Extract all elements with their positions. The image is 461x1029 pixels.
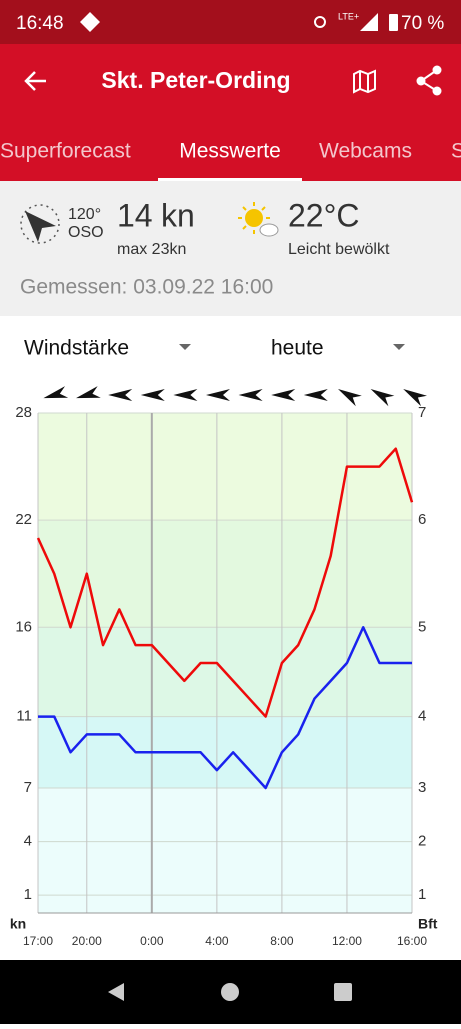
y2-tick-label: 7 [418,404,426,421]
dropdown-caret [179,344,191,350]
direction-degrees: 120° [68,206,101,223]
direction-name: OSO [68,224,104,241]
weather-icon [238,202,279,237]
x-tick-label: 8:00 [270,934,294,948]
direction-arrow [206,389,230,401]
back-button[interactable] [24,71,46,91]
y-axis-label: kn [10,916,26,932]
y2-tick-label: 4 [418,708,426,725]
app-title: Skt. Peter-Ording [101,67,290,93]
battery-level: 70 % [401,13,444,34]
y-tick-label: 16 [15,618,32,635]
x-tick-label: 12:00 [332,934,362,948]
y2-tick-label: 2 [418,833,426,850]
x-tick-label: 0:00 [140,934,164,948]
direction-arrow [370,389,395,407]
y2-tick-label: 3 [418,779,426,796]
direction-arrow [108,389,133,401]
series-line [38,626,412,790]
current-panel [0,181,461,316]
zone-band [38,717,412,788]
direction-arrow [338,389,362,407]
location-icon [314,16,326,28]
temperature: 22°C [288,197,360,233]
nav-recents[interactable] [334,983,352,1001]
measured-time: Gemessen: 03.09.22 16:00 [20,276,273,299]
x-tick-label: 4:00 [205,934,229,948]
y-tick-label: 4 [24,833,32,850]
map-button[interactable] [353,69,376,94]
direction-arrow [140,389,165,401]
period-select[interactable]: heute [271,337,324,360]
x-tick-label: 16:00 [397,934,427,948]
zone-band [38,521,412,628]
tab[interactable]: Webcams [319,140,412,163]
x-tick-label: 20:00 [72,934,102,948]
direction-arrow [43,386,69,399]
dropdown-caret [393,344,405,350]
nav-home[interactable] [221,983,239,1001]
series-line [36,447,414,718]
tab[interactable]: S [451,140,461,163]
nav-back[interactable] [108,983,124,1001]
status-icon [80,12,100,32]
y2-tick-label: 1 [418,886,426,903]
share-button[interactable] [416,65,442,96]
network-type: LTE+ [338,11,359,21]
y2-axis-label: Bft [418,916,438,932]
y-tick-label: 1 [24,886,32,903]
direction-arrow [303,389,328,401]
app-bar [0,44,461,181]
y2-tick-label: 6 [418,511,426,528]
tab[interactable]: Superforecast [0,140,131,163]
direction-arrow [76,386,101,399]
status-time: 16:48 [16,13,64,34]
signal-icon [360,13,378,31]
parameter-select[interactable]: Windstärke [24,337,129,360]
y-tick-label: 28 [15,404,32,421]
y2-tick-label: 5 [418,618,426,635]
x-tick-label: 17:00 [23,934,53,948]
tab-indicator [158,178,302,181]
y-tick-label: 11 [16,708,32,725]
zone-band [38,788,412,913]
wind-direction-icon [20,204,60,244]
y-tick-label: 22 [15,511,32,528]
direction-arrow [403,389,427,407]
direction-arrow [271,389,296,401]
wind-max: max 23kn [117,241,186,258]
battery-icon [389,14,398,31]
wind-speed: 14 [117,197,153,233]
wind-unit: kn [161,197,195,233]
weather-text: Leicht bewölkt [288,241,390,258]
direction-arrow [238,389,263,401]
status-bar [0,0,461,44]
tab-active[interactable]: Messwerte [179,140,281,163]
y-tick-label: 7 [24,779,32,796]
direction-arrow [173,389,198,401]
